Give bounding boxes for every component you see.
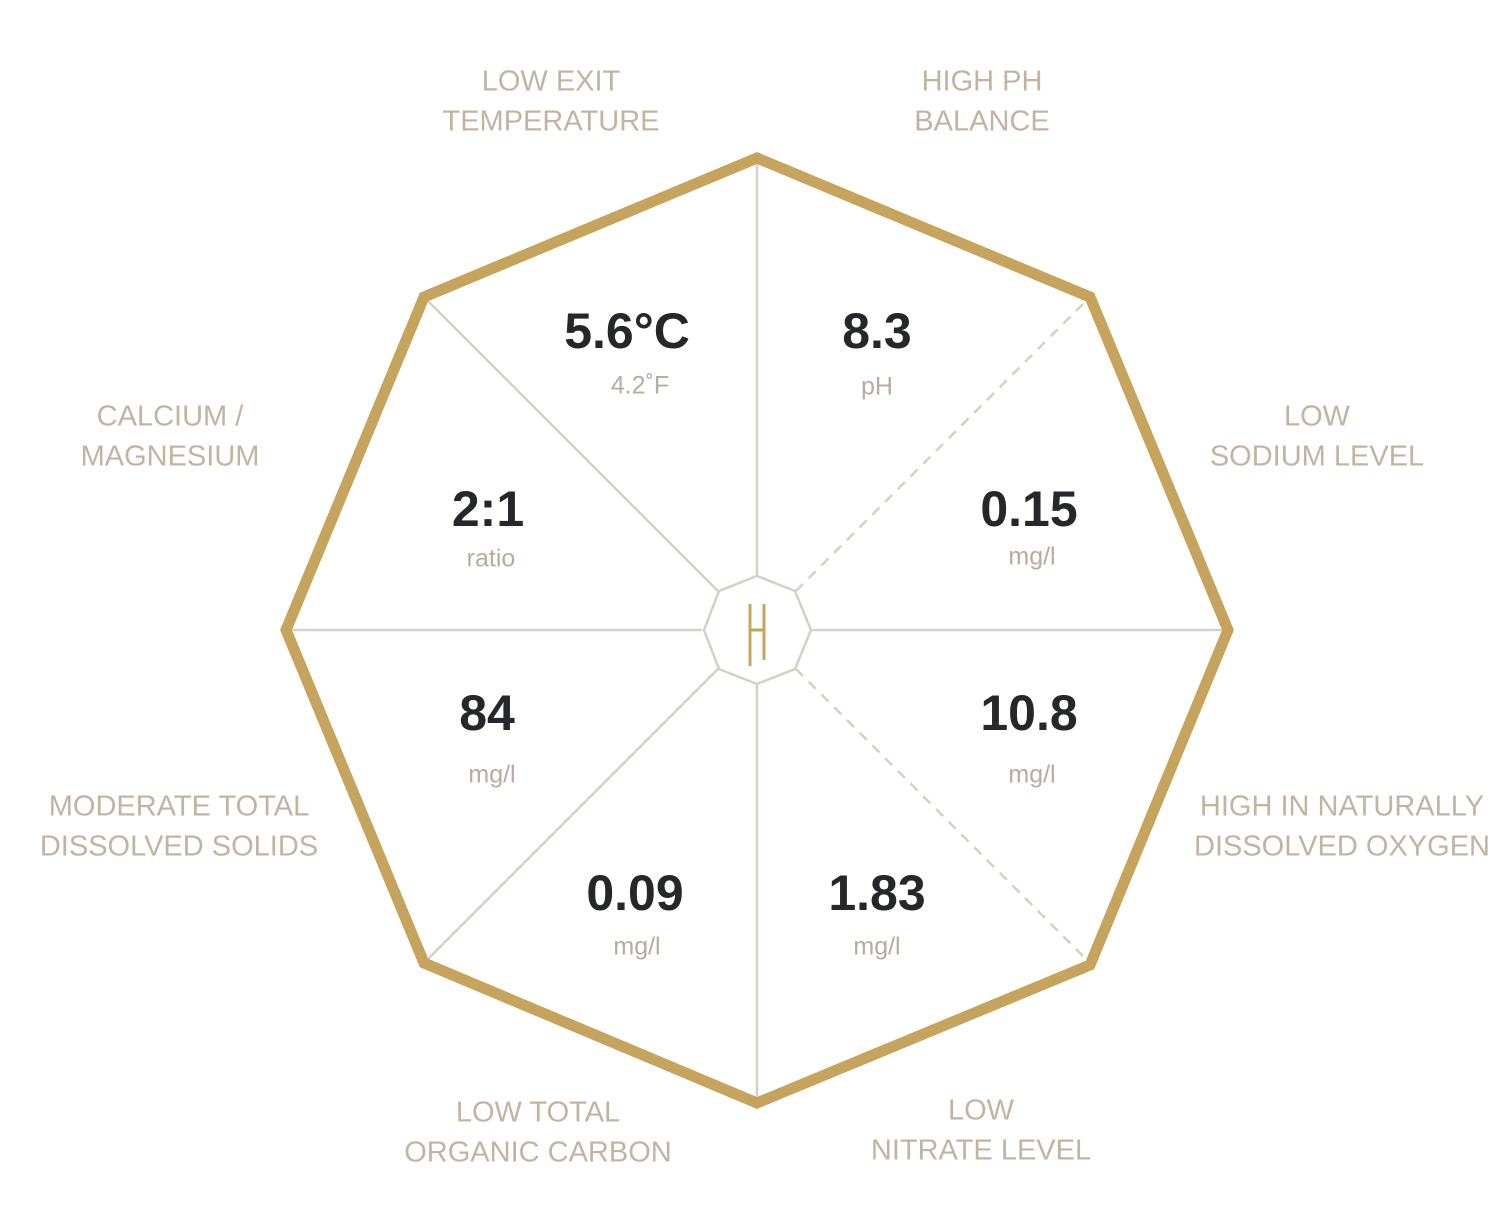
value: 10.8	[980, 685, 1077, 741]
unit: mg/l	[613, 933, 660, 961]
segment-texts: 5.6°C 4.2˚F LOW EXIT TEMPERATURE 8.3 pH HIGH P…	[40, 66, 1490, 1169]
value: 5.6°C	[564, 303, 690, 359]
value: 84	[459, 685, 515, 741]
label-line: CALCIUM /	[97, 401, 245, 433]
label-line: LOW TOTAL	[456, 1097, 620, 1129]
unit: mg/l	[1008, 761, 1055, 789]
value: 1.83	[828, 865, 925, 921]
label-line: TEMPERATURE	[443, 106, 660, 138]
value: 0.09	[586, 865, 683, 921]
unit: mg/l	[468, 761, 515, 789]
unit: ratio	[467, 545, 516, 573]
label-line: DISSOLVED OXYGEN	[1194, 831, 1490, 863]
spoke-dashed	[795, 298, 1089, 592]
label-line: NITRATE LEVEL	[871, 1135, 1091, 1167]
label-line: BALANCE	[914, 106, 1049, 138]
spoke	[425, 298, 719, 592]
spoke-dashed	[795, 668, 1089, 962]
value: 2:1	[452, 481, 524, 537]
label-line: LOW EXIT	[482, 66, 621, 98]
label-line: MAGNESIUM	[81, 441, 260, 473]
label-line: HIGH IN NATURALLY	[1200, 791, 1484, 823]
label-line: LOW	[948, 1095, 1015, 1127]
value: 0.15	[980, 481, 1077, 537]
unit: mg/l	[1008, 543, 1055, 571]
label-line: ORGANIC CARBON	[404, 1137, 671, 1169]
unit: mg/l	[853, 933, 900, 961]
value: 8.3	[842, 303, 912, 359]
label-line: LOW	[1284, 401, 1351, 433]
unit: pH	[861, 373, 893, 401]
logo	[748, 604, 766, 666]
label-line: DISSOLVED SOLIDS	[40, 831, 318, 863]
unit: 4.2˚F	[611, 372, 669, 400]
label-line: MODERATE TOTAL	[49, 791, 310, 823]
octagon-frame	[280, 152, 1234, 1109]
spoke	[425, 668, 719, 962]
label-line: HIGH PH	[922, 66, 1043, 98]
label-line: SODIUM LEVEL	[1210, 441, 1424, 473]
spokes	[288, 160, 1226, 1101]
